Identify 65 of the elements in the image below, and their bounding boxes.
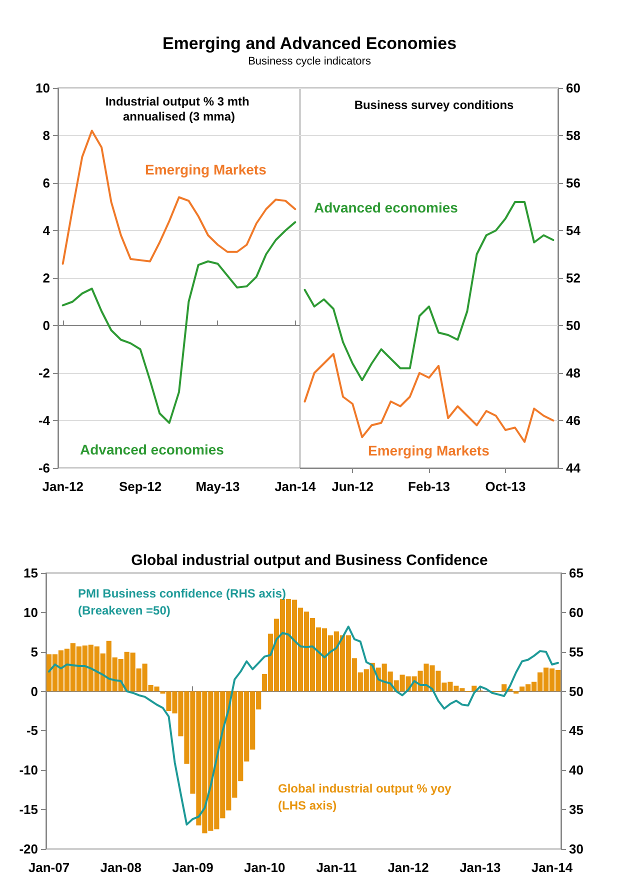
y-tick-label: -15: [19, 802, 38, 818]
annotation: Industrial output % 3 mth annualised (3 mma): [105, 94, 253, 124]
x-tick-label: Jan-12: [388, 860, 429, 875]
x-tick-label: Jan-11: [316, 860, 357, 875]
x-tick-label: May-13: [196, 479, 240, 494]
line-series: [304, 201, 554, 382]
y2-tick-label: 60: [566, 80, 580, 96]
x-tick-label: Sep-12: [118, 479, 162, 494]
x-tick-label: Jan-09: [172, 860, 214, 875]
y2-tick-label: 44: [566, 460, 582, 476]
y2-tick-label: 58: [566, 128, 580, 143]
y2-tick-label: 48: [566, 366, 580, 380]
x-tick-label: Jun-12: [332, 479, 374, 494]
x-tick-label: Jan-14: [531, 860, 574, 875]
y2-tick-label: 60: [569, 604, 584, 620]
y-tick-label: 0: [42, 318, 50, 333]
x-tick-label: Jan-10: [244, 860, 286, 875]
series-label: Emerging Markets: [368, 442, 490, 458]
y-tick-label: -20: [19, 842, 38, 856]
y2-tick-label: 52: [566, 270, 580, 286]
y2-tick-label: 50: [569, 684, 584, 699]
y-tick-label: 0: [30, 684, 38, 699]
chart-title: Global industrial output and Business Confidence: [131, 552, 488, 569]
y-tick-label: -5: [26, 723, 38, 738]
y-tick-label: 8: [42, 128, 50, 143]
y-tick-label: 6: [42, 176, 50, 190]
y-tick-label: -4: [38, 413, 51, 428]
series-label: Emerging Markets: [145, 162, 267, 178]
y2-tick-label: 54: [566, 223, 582, 238]
x-tick-label: Jan-08: [100, 860, 142, 875]
x-tick-label: Jan-13: [460, 860, 501, 875]
y-tick-label: 10: [36, 80, 50, 96]
y-tick-label: 4: [42, 223, 51, 238]
chart-subtitle: Business cycle indicators: [248, 56, 372, 68]
y2-tick-label: 46: [566, 413, 580, 428]
text: Business survey conditions: [354, 98, 514, 112]
y2-tick-label: 40: [569, 762, 584, 778]
text: Advanced economies: [80, 442, 224, 458]
y-tick-label: -6: [38, 460, 50, 476]
y-tick-label: 15: [24, 566, 38, 580]
bar: [502, 684, 507, 692]
line-series: [62, 221, 296, 424]
y-tick-label: 2: [42, 270, 50, 286]
y-tick-label: -2: [38, 366, 50, 380]
y2-tick-label: 55: [569, 644, 584, 660]
y-tick-label: -10: [19, 762, 38, 778]
line-series: [304, 353, 554, 443]
x-tick-label: Oct-13: [485, 479, 526, 494]
x-tick-label: Jan-12: [42, 479, 84, 494]
chart-title: Emerging and Advanced Economies: [162, 34, 457, 53]
x-tick-label: Feb-13: [408, 479, 450, 494]
y-tick-label: 5: [30, 644, 38, 660]
series-label: PMI Business confidence (RHS axis) (Breakeven =50): [78, 586, 290, 618]
text: Advanced economies: [314, 200, 458, 216]
y2-tick-label: 56: [566, 176, 580, 190]
text: Global industrial output % yoy (LHS axis): [278, 782, 455, 812]
y-tick-label: 10: [24, 604, 38, 620]
line-series: [62, 130, 296, 265]
y2-tick-label: 65: [569, 566, 584, 580]
y2-tick-label: 45: [569, 723, 584, 738]
x-tick-label: Jan-07: [28, 860, 70, 875]
y2-tick-label: 30: [569, 842, 584, 856]
y2-tick-label: 35: [569, 802, 584, 818]
y2-tick-label: 50: [566, 318, 580, 333]
x-tick-label: Jan-14: [274, 479, 317, 494]
